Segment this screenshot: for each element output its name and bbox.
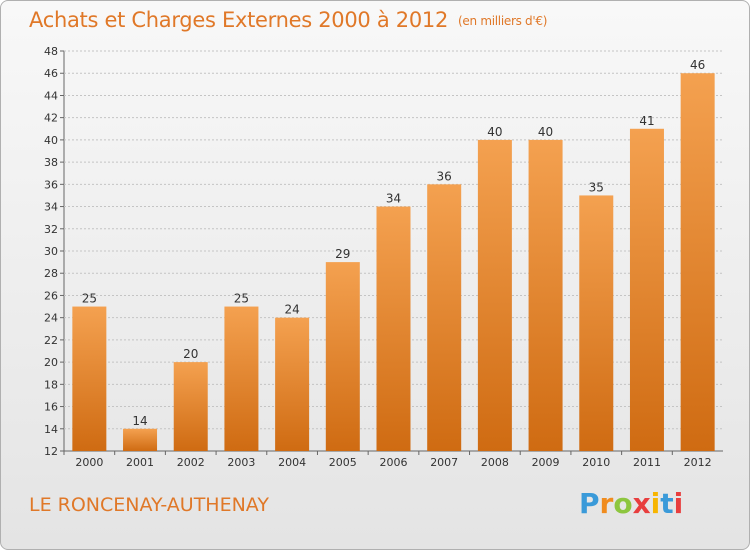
value-label: 40: [487, 125, 502, 139]
value-label: 20: [183, 347, 198, 361]
bar: [680, 73, 715, 451]
y-tick-label: 38: [44, 156, 58, 169]
y-tick-label: 28: [44, 267, 58, 280]
bar: [579, 195, 614, 451]
x-tick-label: 2004: [278, 456, 306, 469]
value-label: 35: [589, 180, 604, 194]
bar: [376, 206, 411, 451]
bar: [629, 128, 664, 451]
bar: [477, 139, 512, 451]
bars: [72, 73, 715, 452]
bar: [528, 139, 563, 451]
y-tick-label: 20: [44, 356, 58, 369]
bar: [173, 362, 208, 451]
value-label: 25: [234, 292, 249, 306]
y-tick-label: 40: [44, 134, 58, 147]
logo-letter: i: [673, 487, 684, 520]
y-tick-label: 48: [44, 45, 58, 58]
value-label: 25: [82, 292, 97, 306]
x-tick-label: 2008: [481, 456, 509, 469]
x-tick-label: 2002: [177, 456, 205, 469]
x-tick-label: 2010: [582, 456, 610, 469]
logo-letter: i: [650, 487, 661, 520]
x-tick-label: 2006: [380, 456, 408, 469]
value-labels: 25 14 20 25 24 29 34 36 40 40 35 41 46: [82, 58, 706, 428]
x-tick-label: 2012: [684, 456, 712, 469]
x-tick-label: 2011: [633, 456, 661, 469]
x-tick-label: 2009: [532, 456, 560, 469]
value-label: 29: [335, 247, 350, 261]
bar: [427, 184, 462, 452]
y-axis-ticks: 12 14 16 18 20 22 24 26 28 30 32 34 36 38 40 42 44 46 48: [44, 45, 64, 458]
logo-letter: o: [613, 487, 633, 520]
y-tick-label: 16: [44, 401, 58, 414]
y-tick-label: 44: [44, 89, 58, 102]
x-tick-label: 2005: [329, 456, 357, 469]
y-tick-label: 30: [44, 245, 58, 258]
chart-title-text: Achats et Charges Externes 2000 à 2012: [29, 8, 449, 32]
logo-letter: r: [599, 487, 614, 520]
bar: [325, 262, 360, 451]
y-tick-label: 18: [44, 378, 58, 391]
y-tick-label: 46: [44, 67, 58, 80]
x-tick-label: 2003: [227, 456, 255, 469]
logo-letter: t: [660, 487, 674, 520]
value-label: 41: [639, 114, 654, 128]
value-label: 40: [538, 125, 553, 139]
bar: [275, 317, 310, 451]
value-label: 34: [386, 192, 401, 206]
value-label: 46: [690, 58, 705, 72]
value-label: 36: [437, 169, 452, 183]
bar: [123, 428, 158, 451]
y-tick-label: 12: [44, 445, 58, 458]
chart-title: Achats et Charges Externes 2000 à 2012 (e…: [29, 8, 547, 32]
bar: [224, 306, 259, 451]
x-tick-label: 2001: [126, 456, 154, 469]
value-label: 24: [284, 303, 299, 317]
y-tick-label: 34: [44, 201, 58, 214]
y-tick-label: 32: [44, 223, 58, 236]
logo-letter: x: [632, 487, 651, 520]
value-label: 14: [132, 414, 147, 428]
proxiti-logo: Proxiti: [579, 487, 683, 520]
x-tick-label: 2000: [75, 456, 103, 469]
y-tick-label: 24: [44, 312, 58, 325]
y-tick-label: 42: [44, 112, 58, 125]
chart-unit: (en milliers d'€): [458, 14, 548, 28]
logo-letter: P: [579, 487, 600, 520]
y-tick-label: 26: [44, 289, 58, 302]
x-tick-label: 2007: [430, 456, 458, 469]
y-tick-label: 14: [44, 423, 58, 436]
x-axis-ticks: 2000 2001 2002 2003 2004 2005 2006 2007 2008 2009…: [63, 451, 712, 469]
commune-name: LE RONCENAY-AUTHENAY: [29, 494, 269, 516]
bar: [72, 306, 107, 451]
y-tick-label: 22: [44, 334, 58, 347]
y-tick-label: 36: [44, 178, 58, 191]
